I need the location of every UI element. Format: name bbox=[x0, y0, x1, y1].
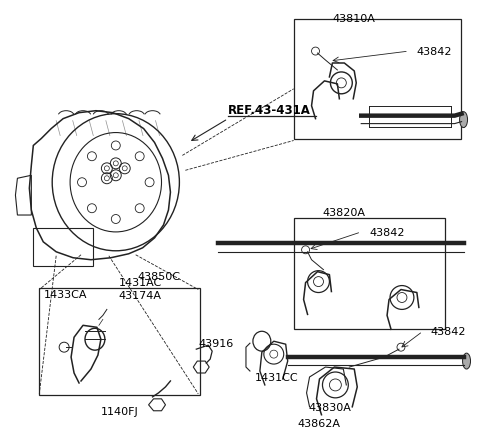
Text: 43820A: 43820A bbox=[323, 208, 366, 218]
Text: 43916: 43916 bbox=[198, 339, 233, 349]
Text: 43842: 43842 bbox=[369, 228, 405, 238]
Text: 43862A: 43862A bbox=[298, 419, 341, 429]
Text: 1433CA: 1433CA bbox=[44, 290, 88, 300]
Text: 43810A: 43810A bbox=[333, 14, 376, 24]
Bar bbox=[294, 218, 444, 329]
Text: 43830A: 43830A bbox=[308, 403, 351, 413]
Text: 43174A: 43174A bbox=[119, 290, 162, 300]
Bar bbox=[39, 288, 200, 395]
Text: 43842: 43842 bbox=[417, 47, 452, 57]
Text: 1140FJ: 1140FJ bbox=[101, 407, 139, 417]
Ellipse shape bbox=[463, 353, 470, 369]
Ellipse shape bbox=[459, 112, 468, 128]
Bar bbox=[33, 228, 93, 266]
Text: REF.43-431A: REF.43-431A bbox=[228, 104, 311, 117]
Text: 43850C: 43850C bbox=[137, 272, 180, 282]
Text: 43842: 43842 bbox=[431, 327, 466, 337]
Text: 1431CC: 1431CC bbox=[255, 373, 299, 383]
Bar bbox=[294, 19, 461, 139]
Text: 1431AC: 1431AC bbox=[119, 278, 162, 288]
